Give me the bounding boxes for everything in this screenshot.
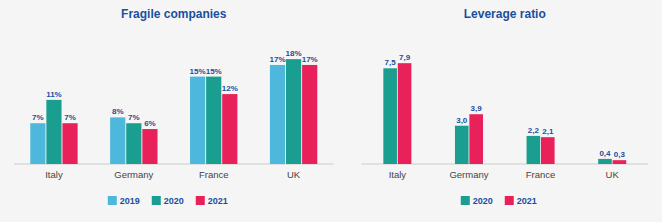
legend-swatch xyxy=(152,196,161,205)
data-label: 15% xyxy=(206,67,222,76)
bar xyxy=(46,100,61,164)
data-label: 0,4 xyxy=(599,149,611,158)
data-label: 7,5 xyxy=(385,58,397,67)
category-label: France xyxy=(199,169,229,180)
data-label: 7,9 xyxy=(399,53,411,62)
data-label: 3,0 xyxy=(456,116,468,125)
bar xyxy=(142,129,157,164)
data-label: 8% xyxy=(112,107,124,116)
bar xyxy=(222,94,237,164)
bar xyxy=(190,77,205,164)
background xyxy=(0,0,662,222)
bar xyxy=(30,123,45,164)
bar xyxy=(469,114,483,164)
category-label: UK xyxy=(287,169,301,180)
legend-label: 2019 xyxy=(120,196,140,206)
legend: 2020 2021 xyxy=(461,196,537,206)
panel: Leverage ratio 7,5 3,0 2,2 0,4 7,9 3,9 2,1 0,3 It… xyxy=(362,7,648,206)
title: Leverage ratio xyxy=(464,7,546,21)
legend-label: 2021 xyxy=(208,196,228,206)
bar xyxy=(598,159,612,164)
category-label: UK xyxy=(606,169,620,180)
data-label: 7% xyxy=(64,113,76,122)
bar xyxy=(286,59,301,164)
category-label: Germany xyxy=(114,169,153,180)
data-label: 17% xyxy=(302,55,318,64)
chart-root: Fragile companies7%8%15%17%11%7%15%18%7%… xyxy=(0,0,662,222)
legend-swatch xyxy=(108,196,117,205)
legend-swatch xyxy=(196,196,205,205)
data-label: 12% xyxy=(222,84,238,93)
bar xyxy=(302,65,317,164)
legend-label: 2021 xyxy=(517,196,537,206)
bar xyxy=(126,123,141,164)
bar xyxy=(613,160,627,164)
bar xyxy=(270,65,285,164)
data-label: 15% xyxy=(190,67,206,76)
data-label: 0,3 xyxy=(614,150,626,159)
data-label: 7% xyxy=(128,113,140,122)
bar xyxy=(383,68,397,164)
category-label: Germany xyxy=(449,169,488,180)
data-labels: 7% 8% 15% 17% 11% 7% 15% 18% 7% 6% 12% 17% xyxy=(32,49,318,128)
legend-swatch xyxy=(505,196,514,205)
category-label: Italy xyxy=(45,169,63,180)
bar xyxy=(398,63,412,164)
data-label: 17% xyxy=(270,55,286,64)
panel: Fragile companies7%8%15%17%11%7%15%18%7%… xyxy=(14,7,334,206)
data-label: 18% xyxy=(286,49,302,58)
bar xyxy=(62,123,77,164)
data-label: 3,9 xyxy=(471,104,483,113)
bar xyxy=(110,117,125,164)
legend-label: 2020 xyxy=(164,196,184,206)
bar xyxy=(206,77,221,164)
data-label: 11% xyxy=(46,90,62,99)
data-labels: 7,5 3,0 2,2 0,4 7,9 3,9 2,1 0,3 xyxy=(385,53,626,159)
bars xyxy=(383,63,626,164)
legend-label: 2020 xyxy=(473,196,493,206)
data-label: 7% xyxy=(32,113,44,122)
bar xyxy=(541,137,555,164)
data-label: 2,2 xyxy=(528,126,540,135)
category-label: France xyxy=(526,169,556,180)
category-label: Italy xyxy=(389,169,407,180)
legend-swatch xyxy=(461,196,470,205)
data-label: 6% xyxy=(144,119,156,128)
legend: 2019 2020 2021 xyxy=(108,196,228,206)
data-label: 2,1 xyxy=(542,127,554,136)
bar xyxy=(527,136,541,164)
baseline xyxy=(14,164,334,165)
title: Fragile companies xyxy=(121,7,227,21)
bars xyxy=(30,59,317,164)
bar xyxy=(455,126,469,164)
